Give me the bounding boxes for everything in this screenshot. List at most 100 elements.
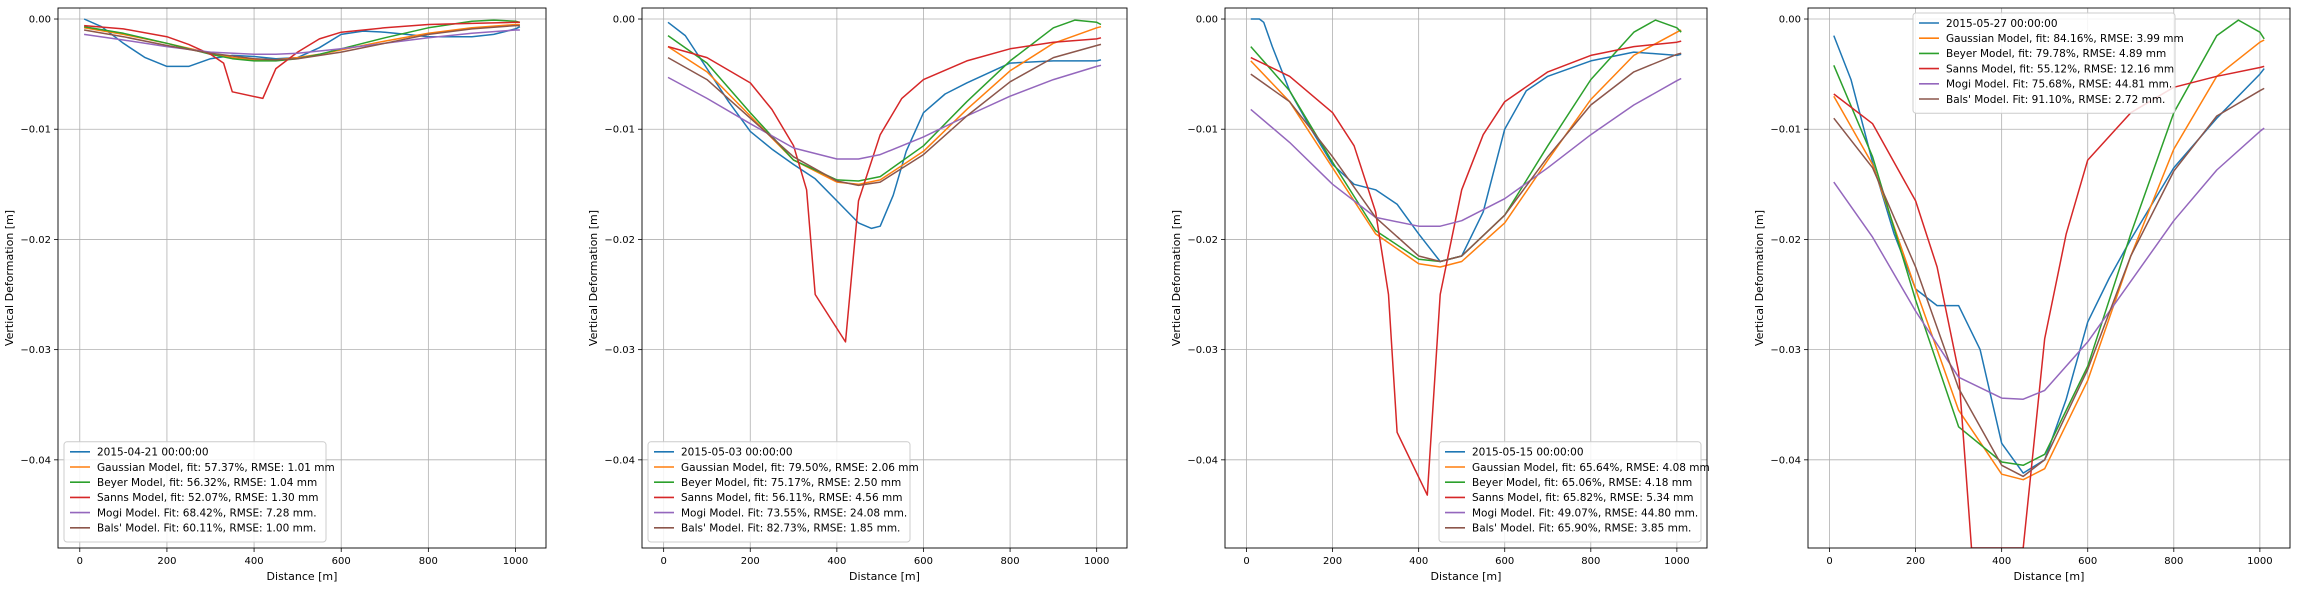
x-axis-label: Distance [m] — [2014, 570, 2085, 583]
legend-entry: 2015-04-21 00:00:00 — [97, 447, 209, 459]
y-tick-label: 0.00 — [613, 15, 635, 26]
series-line-4 — [1833, 65, 2265, 548]
legend-entry: Sanns Model, fit: 52.07%, RMSE: 1.30 mm — [97, 492, 318, 504]
legend-entry: Sanns Model, fit: 65.82%, RMSE: 5.34 mm — [1472, 492, 1693, 504]
legend-entry: 2015-05-15 00:00:00 — [1472, 447, 1584, 459]
legend-box — [1438, 441, 1702, 543]
series-line-5 — [83, 29, 520, 56]
y-axis-label: Vertical Deformation [m] — [1170, 210, 1183, 346]
y-tick-label: −0.04 — [1187, 455, 1218, 466]
plot-frame — [57, 7, 547, 549]
y-tick-label: −0.01 — [1187, 125, 1218, 136]
x-axis-label: Distance [m] — [267, 570, 338, 583]
legend-entry: Sanns Model, fit: 55.12%, RMSE: 12.16 mm — [1946, 63, 2174, 75]
legend-entry: Gaussian Model, fit: 79.50%, RMSE: 2.06 … — [681, 462, 919, 474]
legend-entry: Mogi Model. Fit: 68.42%, RMSE: 7.28 mm. — [97, 507, 317, 519]
legend-entry: Sanns Model, fit: 56.11%, RMSE: 4.56 mm — [681, 492, 902, 504]
legend-entry: Beyer Model, fit: 65.06%, RMSE: 4.18 mm — [1472, 477, 1692, 489]
legend-entry: Mogi Model. Fit: 49.07%, RMSE: 44.80 mm. — [1472, 507, 1698, 519]
series-line-6 — [83, 24, 520, 61]
x-tick-label: 800 — [1581, 556, 1600, 567]
x-tick-label: 400 — [827, 556, 846, 567]
x-tick-label: 400 — [1992, 556, 2011, 567]
y-tick-label: −0.04 — [604, 455, 635, 466]
legend-entry: Gaussian Model, fit: 65.64%, RMSE: 4.08 … — [1472, 462, 1710, 474]
y-tick-label: −0.04 — [1770, 455, 1801, 466]
chart-panel-4: 0 200 400 600 800 1000 0.00 −0.01 −0.02 −0.03 −0.0… — [1753, 7, 2291, 583]
y-axis-label: Vertical Deformation [m] — [587, 210, 600, 346]
legend: 2015-05-15 00:00:00 Gaussian Model, fit: … — [1438, 441, 1710, 543]
y-tick-label: 0.00 — [1779, 15, 1801, 26]
x-tick-label: 1000 — [1084, 556, 1109, 567]
series-line-6 — [667, 43, 1102, 187]
y-tick-label: −0.03 — [1187, 345, 1218, 356]
series-line-2 — [667, 25, 1102, 186]
x-tick-label: 800 — [2164, 556, 2183, 567]
y-tick-label: 0.00 — [1196, 15, 1218, 26]
legend-entry: Beyer Model, fit: 79.78%, RMSE: 4.89 mm — [1946, 48, 2166, 60]
y-tick-label: −0.01 — [1770, 125, 1801, 136]
plot-frame — [1224, 7, 1708, 549]
y-tick-label: −0.03 — [604, 345, 635, 356]
x-tick-label: 0 — [1243, 556, 1249, 567]
legend: 2015-05-27 00:00:00 Gaussian Model, fit: … — [1912, 12, 2184, 114]
y-tick-label: −0.02 — [1770, 235, 1801, 246]
series-line-5 — [1250, 77, 1682, 227]
legend-entry: Beyer Model, fit: 75.17%, RMSE: 2.50 mm — [681, 477, 901, 489]
y-tick-label: −0.02 — [1187, 235, 1218, 246]
legend-entry: Gaussian Model, fit: 84.16%, RMSE: 3.99 … — [1946, 33, 2184, 45]
chart-panel-1: 0 200 400 600 800 1000 0.00 −0.01 −0.02 −0.03 −0.0… — [3, 7, 547, 583]
legend-entry: Bals' Model. Fit: 82.73%, RMSE: 1.85 mm. — [681, 523, 900, 535]
chart-panel-2: 0 200 400 600 800 1000 0.00 −0.01 −0.02 −0.03 −0.0… — [587, 7, 1128, 583]
x-tick-label: 800 — [419, 556, 438, 567]
x-tick-label: 1000 — [1664, 556, 1689, 567]
x-tick-label: 1000 — [503, 556, 528, 567]
x-tick-label: 400 — [245, 556, 264, 567]
x-tick-label: 1000 — [2247, 556, 2272, 567]
legend-entry: Mogi Model. Fit: 75.68%, RMSE: 44.81 mm. — [1946, 79, 2172, 91]
series-line-1 — [1250, 18, 1682, 263]
plot-frame — [1807, 7, 2291, 549]
x-tick-label: 0 — [77, 556, 83, 567]
x-axis-label: Distance [m] — [849, 570, 920, 583]
legend-entry: Beyer Model, fit: 56.32%, RMSE: 1.04 mm — [97, 477, 317, 489]
legend-entry: Bals' Model. Fit: 91.10%, RMSE: 2.72 mm. — [1946, 94, 2165, 106]
legend-box — [647, 441, 911, 543]
legend-entry: Gaussian Model, fit: 57.37%, RMSE: 1.01 … — [97, 462, 335, 474]
legend-entry: 2015-05-03 00:00:00 — [681, 447, 793, 459]
series-line-6 — [1250, 52, 1682, 263]
legend-entry: Bals' Model. Fit: 65.90%, RMSE: 3.85 mm. — [1472, 523, 1691, 535]
series-line-4 — [1250, 40, 1682, 496]
series-line-3 — [667, 19, 1102, 182]
y-axis-label: Vertical Deformation [m] — [3, 210, 16, 346]
series-line-1 — [1833, 35, 2265, 474]
legend-box — [63, 441, 327, 543]
y-tick-label: 0.00 — [29, 15, 51, 26]
x-tick-label: 0 — [660, 556, 666, 567]
x-tick-label: 800 — [1001, 556, 1020, 567]
y-tick-label: −0.03 — [1770, 345, 1801, 356]
legend-entry: 2015-05-27 00:00:00 — [1946, 18, 2058, 30]
x-tick-label: 200 — [741, 556, 760, 567]
x-tick-label: 0 — [1826, 556, 1832, 567]
y-tick-label: −0.02 — [20, 235, 51, 246]
legend: 2015-05-03 00:00:00 Gaussian Model, fit: … — [647, 441, 919, 543]
legend: 2015-04-21 00:00:00 Gaussian Model, fit: … — [63, 441, 335, 543]
legend-entry: Bals' Model. Fit: 60.11%, RMSE: 1.00 mm. — [97, 523, 316, 535]
series-line-4 — [667, 37, 1102, 343]
y-tick-label: −0.01 — [20, 125, 51, 136]
legend-box — [1912, 12, 2176, 114]
y-axis-label: Vertical Deformation [m] — [1753, 210, 1766, 346]
series-line-1 — [667, 21, 1102, 230]
series-line-5 — [667, 64, 1102, 160]
y-tick-label: −0.03 — [20, 345, 51, 356]
series-line-5 — [1833, 127, 2265, 400]
x-tick-label: 200 — [157, 556, 176, 567]
x-tick-label: 600 — [2078, 556, 2097, 567]
chart-panel-3: 0 200 400 600 800 1000 0.00 −0.01 −0.02 −0.03 −0.0… — [1170, 7, 1710, 583]
series-line-2 — [1250, 29, 1682, 268]
x-tick-label: 600 — [914, 556, 933, 567]
x-axis-label: Distance [m] — [1431, 570, 1502, 583]
x-tick-label: 400 — [1409, 556, 1428, 567]
